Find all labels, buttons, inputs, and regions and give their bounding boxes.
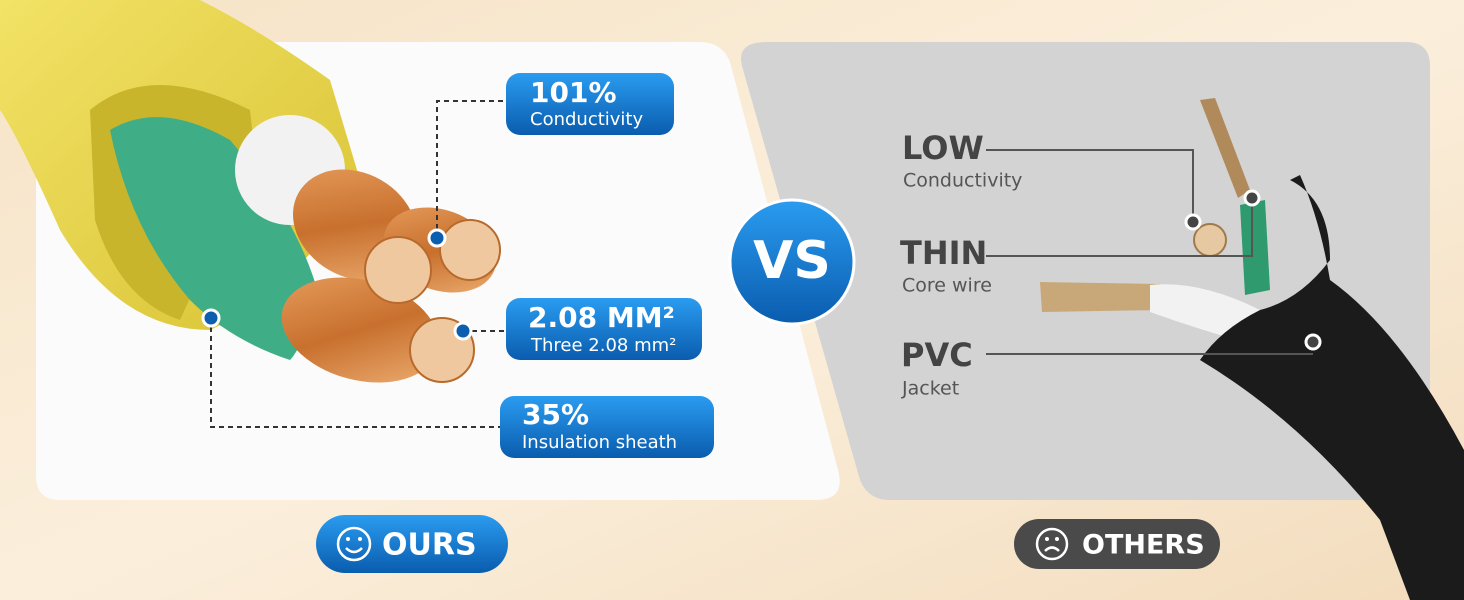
frown-eye [1045, 537, 1049, 541]
others-subtitle: Jacket [901, 378, 959, 400]
ours-cable [0, 0, 501, 383]
others-title: PVC [901, 336, 973, 374]
smile-eye [346, 537, 350, 541]
frown-icon [1035, 527, 1069, 561]
callout-box [500, 396, 714, 458]
ours-badge-text: OURS [382, 528, 477, 563]
smile-icon [336, 526, 372, 562]
others-dots [1184, 189, 1322, 351]
others-title: LOW [902, 129, 984, 167]
others-subtitle: Core wire [902, 275, 992, 297]
others-subtitle: Conductivity [903, 170, 1022, 192]
callout-title: 101% [530, 76, 617, 109]
callout-subtitle: Conductivity [530, 109, 643, 130]
callout-title: 2.08 MM² [528, 301, 675, 334]
frown-eye [1055, 537, 1059, 541]
callout-box [506, 298, 702, 360]
vs-text: VS [753, 231, 831, 291]
others-badge-text: OTHERS [1082, 530, 1205, 561]
others-title: THIN [900, 234, 987, 272]
ours-badge [316, 515, 508, 573]
others-leaders [986, 149, 1313, 355]
vs-badge [728, 198, 856, 326]
callout-title: 35% [522, 398, 589, 431]
callout-subtitle: Insulation sheath [522, 432, 677, 453]
smile-eye [358, 537, 362, 541]
callout-subtitle: Three 2.08 mm² [530, 335, 676, 356]
callout-box [506, 73, 674, 135]
ours-leaders [210, 100, 506, 428]
others-cable [1040, 98, 1464, 600]
ours-dots [201, 228, 473, 341]
others-badge [1014, 519, 1220, 569]
